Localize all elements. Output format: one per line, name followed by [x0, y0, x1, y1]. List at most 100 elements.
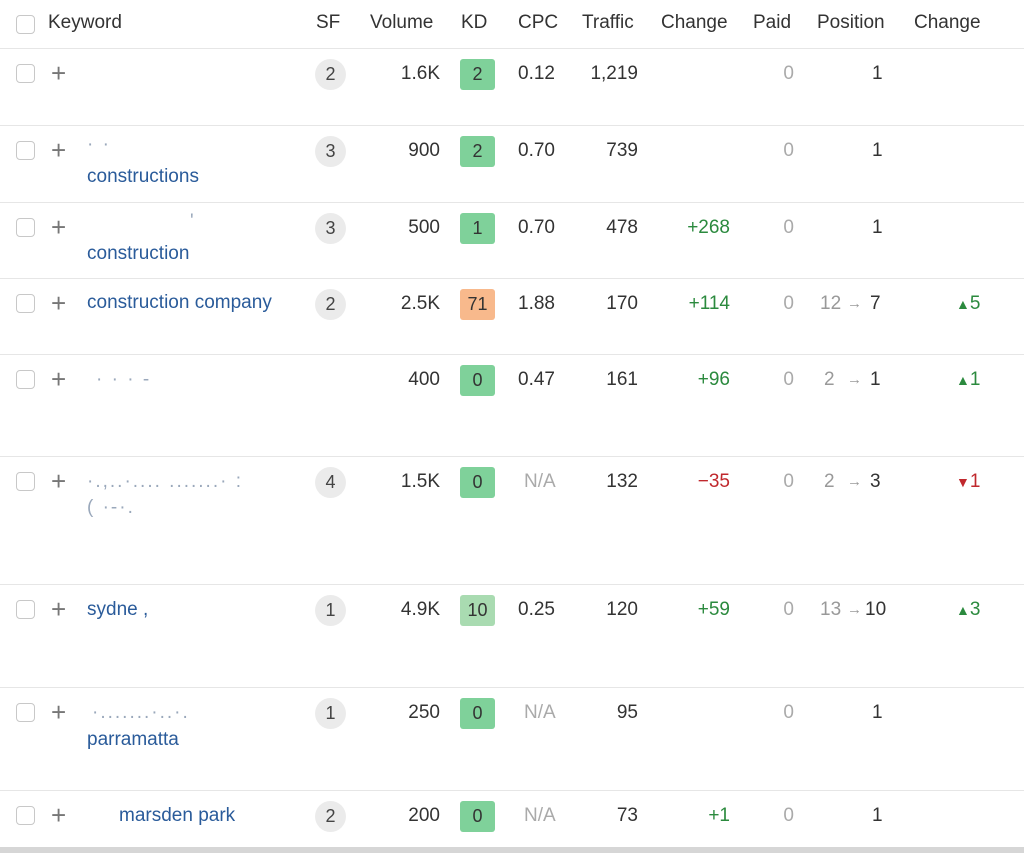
table-row: + marsden park 2 200 0 N/A 73 +1 0 1 — [0, 791, 1024, 846]
keyword-link-line2[interactable]: parramatta — [87, 729, 179, 750]
arrow-right-icon: → — [847, 473, 862, 490]
table-row: + · · constructions 3 900 2 0.70 739 0 1 — [0, 126, 1024, 203]
position-value[interactable]: 1 — [870, 369, 881, 390]
add-keyword-icon[interactable]: + — [51, 212, 67, 242]
sf-badge[interactable]: 3 — [315, 136, 346, 167]
col-traffic[interactable]: Traffic — [582, 12, 634, 33]
position-value[interactable]: 1 — [872, 805, 883, 826]
traffic-value[interactable]: 478 — [606, 217, 638, 238]
traffic-value[interactable]: 73 — [616, 805, 638, 826]
cpc-value: 1.88 — [518, 293, 555, 314]
arrow-right-icon: → — [847, 601, 862, 618]
position-value[interactable]: 1 — [872, 63, 883, 84]
position-value[interactable]: 7 — [870, 293, 881, 314]
add-keyword-icon[interactable]: + — [51, 800, 67, 830]
paid-value: 0 — [783, 805, 794, 826]
sf-badge[interactable]: 2 — [315, 289, 346, 320]
triangle-down-icon: ▼ — [956, 474, 970, 490]
add-keyword-icon[interactable]: + — [51, 288, 67, 318]
paid-value: 0 — [783, 217, 794, 238]
arrow-right-icon: → — [847, 371, 862, 388]
traffic-change: −35 — [697, 471, 730, 492]
col-cpc[interactable]: CPC — [518, 12, 559, 33]
paid-value: 0 — [783, 702, 794, 723]
col-paid[interactable]: Paid — [753, 12, 792, 33]
add-keyword-icon[interactable]: + — [51, 594, 67, 624]
position-change-value: 3 — [969, 599, 981, 620]
sf-badge[interactable]: 2 — [315, 801, 346, 832]
table-row: + construction company 2 2.5K 71 1.88 17… — [0, 279, 1024, 355]
cpc-value: N/A — [524, 805, 556, 826]
add-keyword-icon[interactable]: + — [51, 364, 67, 394]
keyword-link-line2[interactable]: constructions — [87, 166, 199, 187]
keyword-link[interactable]: ' — [190, 211, 196, 232]
table-row: + · · · - 400 0 0.47 161 +96 0 2 → 1 ▲1 — [0, 355, 1024, 457]
keyword-link-line2[interactable]: construction — [87, 243, 190, 264]
position-value[interactable]: 3 — [870, 471, 881, 492]
select-all-checkbox[interactable] — [16, 15, 35, 34]
sf-badge[interactable]: 4 — [315, 467, 346, 498]
add-keyword-icon[interactable]: + — [51, 135, 67, 165]
col-sf[interactable]: SF — [316, 12, 341, 33]
traffic-value[interactable]: 132 — [606, 471, 638, 492]
kd-badge: 0 — [460, 698, 495, 729]
volume-value: 4.9K — [400, 599, 440, 620]
keyword-link[interactable]: marsden park — [119, 805, 236, 826]
kd-badge: 10 — [460, 595, 495, 626]
row-checkbox[interactable] — [16, 806, 35, 825]
sf-badge[interactable]: 1 — [315, 595, 346, 626]
row-checkbox[interactable] — [16, 472, 35, 491]
sf-badge[interactable]: 3 — [315, 213, 346, 244]
col-volume[interactable]: Volume — [370, 12, 434, 33]
row-checkbox[interactable] — [16, 370, 35, 389]
position-value[interactable]: 1 — [872, 702, 883, 723]
col-position[interactable]: Position — [817, 12, 885, 33]
col-keyword[interactable]: Keyword — [48, 12, 122, 33]
kd-badge: 0 — [460, 365, 495, 396]
paid-value: 0 — [783, 140, 794, 161]
position-change-value: 1 — [969, 471, 981, 492]
col-kd[interactable]: KD — [461, 12, 488, 33]
row-checkbox[interactable] — [16, 64, 35, 83]
add-keyword-icon[interactable]: + — [51, 58, 67, 88]
position-value[interactable]: 10 — [865, 599, 887, 620]
add-keyword-icon[interactable]: + — [51, 697, 67, 727]
sf-badge[interactable]: 2 — [315, 59, 346, 90]
triangle-up-icon: ▲ — [956, 296, 970, 312]
add-keyword-icon[interactable]: + — [51, 466, 67, 496]
position-from: 2 — [824, 471, 835, 492]
keyword-link[interactable]: · · · - — [96, 369, 152, 390]
traffic-value[interactable]: 170 — [606, 293, 638, 314]
traffic-value[interactable]: 120 — [606, 599, 638, 620]
horizontal-scrollbar[interactable] — [0, 847, 1024, 853]
traffic-value[interactable]: 161 — [606, 369, 638, 390]
paid-value: 0 — [783, 369, 794, 390]
paid-value: 0 — [783, 471, 794, 492]
traffic-value[interactable]: 1,219 — [590, 63, 638, 84]
position-value[interactable]: 1 — [872, 140, 883, 161]
keyword-link[interactable]: sydne , — [87, 599, 149, 620]
cpc-value: 0.70 — [518, 140, 555, 161]
row-checkbox[interactable] — [16, 600, 35, 619]
cpc-value: N/A — [524, 471, 556, 492]
row-checkbox[interactable] — [16, 141, 35, 160]
sf-badge[interactable]: 1 — [315, 698, 346, 729]
position-value[interactable]: 1 — [872, 217, 883, 238]
volume-value: 1.5K — [400, 471, 440, 492]
col-position-change[interactable]: Change — [914, 12, 981, 33]
row-checkbox[interactable] — [16, 218, 35, 237]
keyword-link[interactable]: · · — [87, 134, 111, 155]
keyword-link-line2[interactable]: ( ·-·. — [87, 497, 135, 518]
keyword-link[interactable]: construction company — [87, 292, 272, 313]
traffic-change: +59 — [697, 599, 730, 620]
row-checkbox[interactable] — [16, 294, 35, 313]
keyword-link[interactable]: ·.,..·.... .......· : — [87, 471, 243, 492]
row-checkbox[interactable] — [16, 703, 35, 722]
keyword-link[interactable]: ·.......·..·. — [92, 702, 190, 723]
traffic-value[interactable]: 95 — [616, 702, 638, 723]
traffic-value[interactable]: 739 — [606, 140, 638, 161]
kd-badge: 2 — [460, 136, 495, 167]
cpc-value: 0.70 — [518, 217, 555, 238]
col-change[interactable]: Change — [661, 12, 728, 33]
